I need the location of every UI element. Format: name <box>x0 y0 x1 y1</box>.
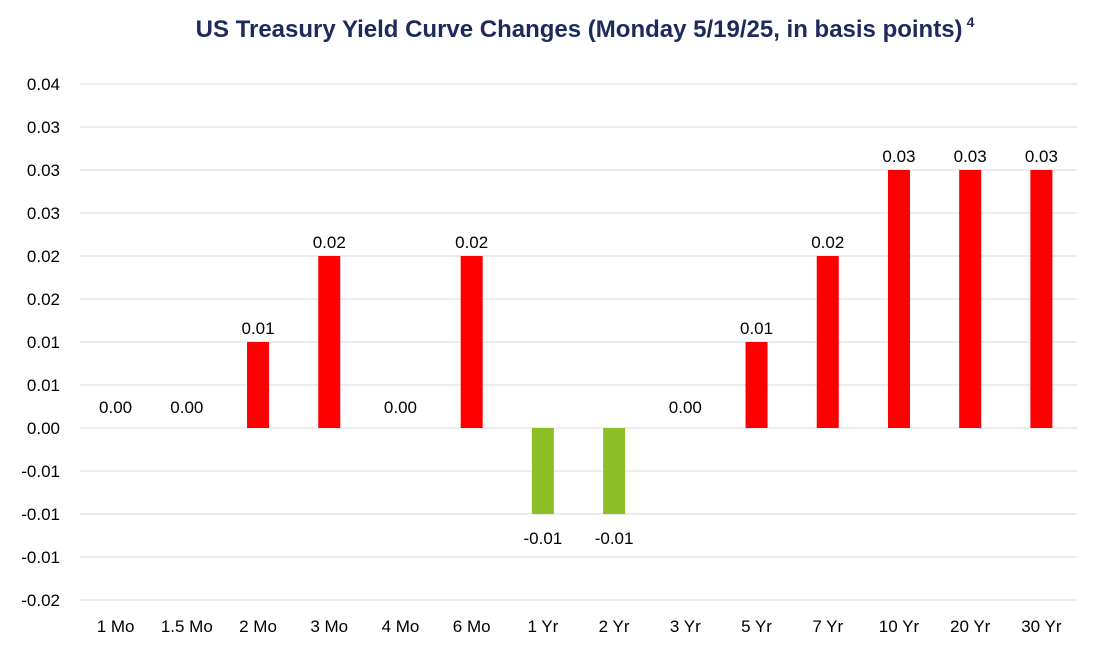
x-tick-label: 1 Mo <box>97 617 135 636</box>
x-axis-tick-labels: 1 Mo 1.5 Mo 2 Mo 3 Mo 4 Mo 6 Mo 1 Yr 2 Yr 3 Yr 5 … <box>97 617 1062 636</box>
x-tick-label: 4 Mo <box>382 617 420 636</box>
chart-title-footnote: 4 <box>966 14 975 30</box>
data-label: 0.03 <box>1025 147 1058 166</box>
data-label: 0.00 <box>99 398 132 417</box>
x-tick-label: 7 Yr <box>812 617 843 636</box>
bar <box>318 256 341 428</box>
data-label: 0.00 <box>669 398 702 417</box>
x-tick-label: 1 Yr <box>527 617 558 636</box>
data-label: -0.01 <box>524 529 563 548</box>
y-tick-label: 0.03 <box>27 161 60 180</box>
x-tick-label: 2 Mo <box>239 617 277 636</box>
bar <box>603 428 626 514</box>
x-tick-label: 1.5 Mo <box>161 617 213 636</box>
y-tick-label: 0.03 <box>27 118 60 137</box>
data-label: 0.02 <box>455 233 488 252</box>
bar <box>745 342 768 428</box>
gridlines <box>80 83 1077 601</box>
data-label: -0.01 <box>595 529 634 548</box>
y-tick-label: -0.01 <box>21 462 60 481</box>
x-tick-label: 30 Yr <box>1021 617 1062 636</box>
x-tick-label: 10 Yr <box>879 617 920 636</box>
y-tick-label: 0.01 <box>27 376 60 395</box>
bar <box>887 170 910 428</box>
y-tick-label: -0.01 <box>21 505 60 524</box>
chart-title-text: US Treasury Yield Curve Changes (Monday … <box>195 16 963 43</box>
x-tick-label: 5 Yr <box>741 617 772 636</box>
x-tick-label: 3 Mo <box>310 617 348 636</box>
data-label: 0.01 <box>740 319 773 338</box>
bars <box>247 170 1053 514</box>
bar <box>460 256 483 428</box>
y-tick-label: 0.02 <box>27 290 60 309</box>
y-tick-label: 0.01 <box>27 333 60 352</box>
data-label: 0.01 <box>241 319 274 338</box>
data-label: 0.00 <box>384 398 417 417</box>
x-tick-label: 6 Mo <box>453 617 491 636</box>
data-label: 0.03 <box>954 147 987 166</box>
x-tick-label: 20 Yr <box>950 617 991 636</box>
y-tick-label: 0.03 <box>27 204 60 223</box>
y-tick-label: -0.02 <box>21 591 60 610</box>
data-label: 0.03 <box>882 147 915 166</box>
y-tick-label: 0.00 <box>27 419 60 438</box>
x-tick-label: 3 Yr <box>670 617 701 636</box>
y-tick-label: 0.04 <box>27 75 60 94</box>
y-tick-label: 0.02 <box>27 247 60 266</box>
bar <box>247 342 270 428</box>
y-tick-label: -0.01 <box>21 548 60 567</box>
bar <box>959 170 982 428</box>
y-axis-tick-labels: -0.02 -0.01 -0.01 -0.01 0.00 0.01 0.01 0.02 0.02… <box>21 75 60 610</box>
data-label: 0.02 <box>313 233 346 252</box>
bar <box>1030 170 1053 428</box>
data-labels: 0.00 0.00 0.01 0.02 0.00 0.02 -0.01 -0.01 0.00 0.… <box>99 147 1058 548</box>
bar <box>531 428 554 514</box>
chart-title: US Treasury Yield Curve Changes (Monday … <box>0 14 1101 44</box>
data-label: 0.02 <box>811 233 844 252</box>
data-label: 0.00 <box>170 398 203 417</box>
x-tick-label: 2 Yr <box>599 617 630 636</box>
bar <box>816 256 839 428</box>
